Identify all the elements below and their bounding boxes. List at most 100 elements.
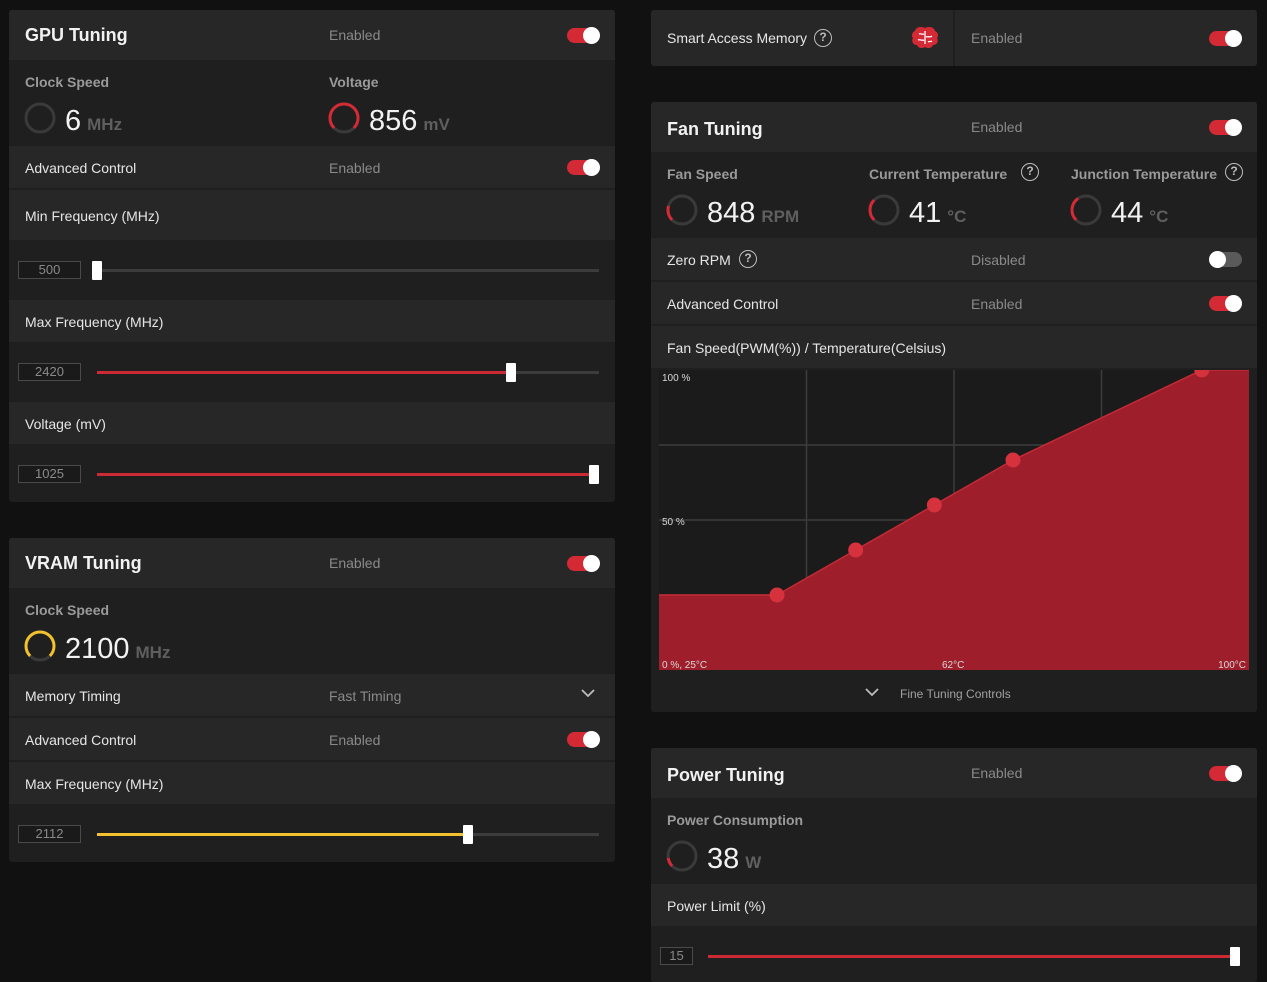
fan-speed-label: Fan Speed (667, 166, 738, 182)
fine-tuning-controls-label[interactable]: Fine Tuning Controls (900, 687, 1011, 701)
power-limit-slider-fill (708, 955, 1235, 958)
junction-temperature-label: Junction Temperature (1071, 166, 1217, 182)
gpu-advanced-control-status: Enabled (329, 160, 381, 176)
vram-max-frequency-slider-track[interactable] (97, 825, 599, 844)
power-tuning-toggle[interactable] (1209, 765, 1242, 782)
gpu-tuning-toggle[interactable] (567, 27, 600, 44)
fan-curve-point[interactable] (926, 497, 942, 513)
fan-advanced-control-toggle[interactable] (1209, 295, 1242, 312)
fan-curve-header: Fan Speed(PWM(%)) / Temperature(Celsius) (651, 326, 1257, 368)
min-frequency-header: Min Frequency (MHz) (9, 190, 615, 240)
vram-max-frequency-slider-fill (97, 833, 469, 836)
max-frequency-header: Max Frequency (MHz) (9, 300, 615, 342)
help-icon[interactable]: ? (1021, 163, 1039, 181)
gpu-voltage-unit: mV (423, 115, 450, 134)
fan-curve-svg[interactable] (659, 362, 1249, 670)
fan-tuning-panel: Fan Tuning Enabled Fan Speed 848 RPM Cur… (651, 102, 1257, 712)
fan-curve-point[interactable] (769, 587, 785, 603)
fan-tuning-toggle[interactable] (1209, 119, 1242, 136)
max-frequency-slider-track[interactable] (97, 363, 599, 382)
junction-temperature-gauge-icon (1070, 194, 1102, 226)
max-frequency-input[interactable]: 2420 (18, 363, 81, 381)
voltage-input[interactable]: 1025 (18, 465, 81, 483)
fan-tuning-header: Fan Tuning Enabled (651, 102, 1257, 152)
power-gauge-icon (666, 840, 698, 872)
min-frequency-input[interactable]: 500 (18, 261, 81, 279)
chevron-down-icon (581, 689, 595, 698)
fan-curve-chart[interactable]: 100 % 50 % 0 %, 25°C 62°C 100°C (659, 362, 1249, 671)
vram-advanced-control-status: Enabled (329, 732, 381, 748)
smart-access-memory-panel: Smart Access Memory ? Enabled (651, 10, 1257, 66)
min-frequency-slider-track[interactable] (92, 261, 599, 280)
gpu-clock-speed-unit: MHz (87, 115, 123, 134)
gpu-clock-speed-value: 6 (65, 105, 82, 137)
max-frequency-slider-thumb[interactable] (506, 363, 517, 382)
power-limit-label: Power Limit (%) (667, 898, 766, 914)
zero-rpm-row: Zero RPM ? Disabled (651, 238, 1257, 280)
gpu-tuning-header: GPU Tuning Enabled (9, 10, 615, 60)
y-tick-label-50: 50 % (662, 517, 685, 528)
fan-metrics-row: Fan Speed 848 RPM Current Temperature ? … (651, 154, 1257, 236)
zero-rpm-status: Disabled (971, 252, 1026, 268)
voltage-slider-thumb[interactable] (588, 465, 599, 484)
gpu-tuning-title: GPU Tuning (25, 25, 128, 45)
voltage-slider-label: Voltage (mV) (25, 416, 106, 432)
power-limit-slider-row: 15 (651, 926, 1257, 982)
fan-curve-point[interactable] (1005, 452, 1021, 468)
max-frequency-label: Max Frequency (MHz) (25, 314, 164, 330)
min-frequency-slider-thumb[interactable] (92, 261, 102, 280)
memory-timing-dropdown[interactable]: Fast Timing (313, 674, 615, 716)
vram-tuning-panel: VRAM Tuning Enabled Clock Speed 2100 MHz… (9, 538, 615, 862)
voltage-slider-fill (97, 473, 594, 476)
fine-tuning-row[interactable]: Fine Tuning Controls (651, 672, 1257, 712)
y-tick-label-100: 100 % (662, 373, 691, 384)
fan-speed-value: 848 (707, 197, 756, 229)
power-consumption-value: 38 (707, 843, 740, 875)
fan-curve-title: Fan Speed(PWM(%)) / Temperature(Celsius) (667, 340, 947, 356)
brain-icon (911, 27, 939, 49)
help-icon[interactable]: ? (1225, 163, 1243, 181)
power-tuning-header: Power Tuning Enabled (651, 748, 1257, 798)
gpu-advanced-control-label: Advanced Control (25, 160, 137, 176)
power-consumption-unit: W (745, 853, 762, 872)
vram-advanced-control-label: Advanced Control (25, 732, 137, 748)
vram-clock-gauge-icon (24, 630, 56, 662)
memory-timing-row: Memory Timing Fast Timing (9, 674, 615, 716)
vram-max-frequency-label: Max Frequency (MHz) (25, 776, 164, 792)
voltage-slider-track[interactable] (97, 465, 599, 484)
fan-curve-point[interactable] (848, 542, 864, 558)
vram-tuning-header: VRAM Tuning Enabled (9, 538, 615, 588)
power-tuning-title: Power Tuning (667, 765, 785, 785)
vram-max-frequency-slider-thumb[interactable] (463, 825, 474, 844)
vram-clock-speed-label: Clock Speed (25, 602, 110, 618)
junction-temperature-metric: Junction Temperature ? 44 °C (1055, 154, 1257, 236)
vram-tuning-toggle[interactable] (567, 555, 600, 572)
help-icon[interactable]: ? (739, 250, 757, 268)
gpu-clock-speed-label: Clock Speed (25, 74, 110, 90)
junction-temperature-unit: °C (1149, 207, 1169, 226)
x-tick-label-mid: 62°C (942, 660, 965, 671)
power-consumption-label: Power Consumption (667, 812, 804, 828)
smart-access-memory-toggle[interactable] (1209, 30, 1242, 47)
chevron-down-icon[interactable] (865, 688, 879, 697)
power-limit-slider-thumb[interactable] (1230, 947, 1240, 966)
vram-tuning-status: Enabled (329, 555, 381, 571)
fan-advanced-control-label: Advanced Control (667, 296, 779, 312)
power-consumption-metric: Power Consumption 38 W (651, 800, 1257, 882)
help-icon[interactable]: ? (814, 29, 832, 47)
fan-advanced-control-row: Advanced Control Enabled (651, 282, 1257, 324)
power-limit-input[interactable]: 15 (660, 947, 693, 965)
power-limit-slider-track[interactable] (708, 947, 1240, 966)
gpu-advanced-control-toggle[interactable] (567, 159, 600, 176)
power-tuning-panel: Power Tuning Enabled Power Consumption 3… (651, 748, 1257, 982)
max-frequency-slider-fill (97, 371, 512, 374)
vram-max-frequency-input[interactable]: 2112 (18, 825, 81, 843)
fan-curve-area (659, 370, 1249, 670)
smart-access-memory-label: Smart Access Memory (667, 30, 808, 46)
current-temperature-unit: °C (947, 207, 967, 226)
zero-rpm-toggle[interactable] (1209, 251, 1242, 268)
vram-clock-speed-value: 2100 (65, 633, 130, 665)
fan-speed-gauge-icon (666, 194, 698, 226)
vram-advanced-control-toggle[interactable] (567, 731, 600, 748)
current-temperature-value: 41 (909, 197, 942, 229)
